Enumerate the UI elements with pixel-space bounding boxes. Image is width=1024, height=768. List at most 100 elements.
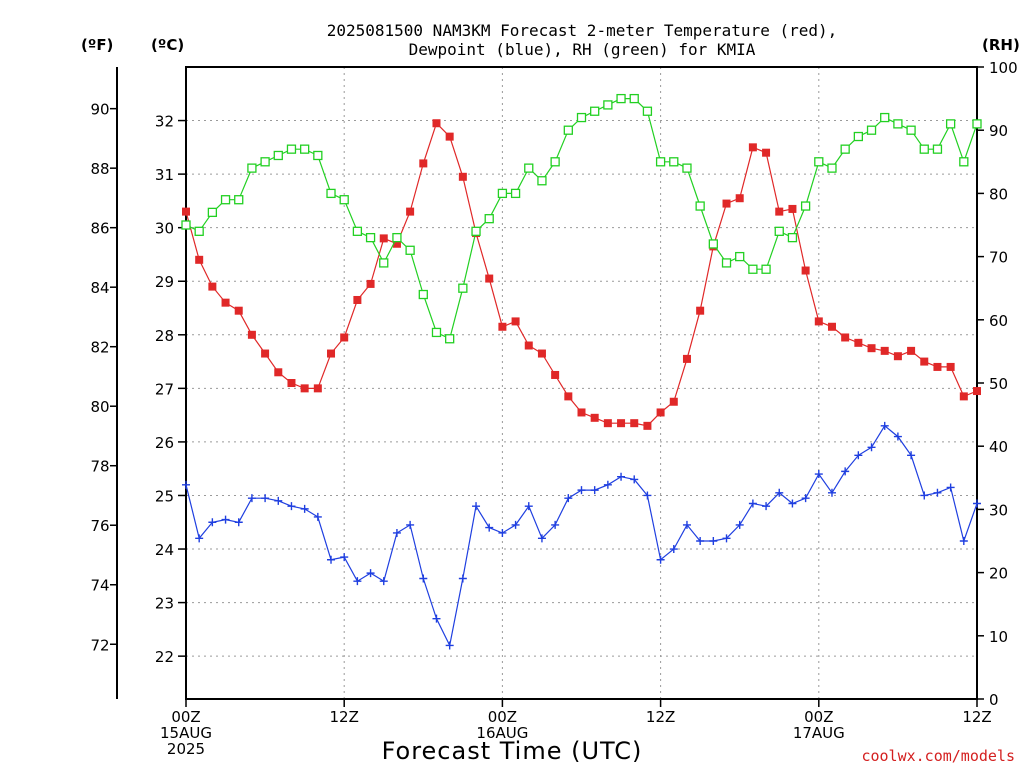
dewpoint-point (313, 512, 322, 521)
rh-point (880, 112, 890, 123)
rh-point (392, 232, 402, 243)
rh-point (945, 119, 956, 129)
temperature-point (590, 413, 599, 422)
temperature-point (656, 408, 665, 417)
rh-point (247, 163, 257, 173)
celsius-tick-label: 22 (155, 648, 174, 666)
temperature-point (353, 295, 362, 304)
dewpoint-point (432, 614, 441, 623)
celsius-unit-label: (ºC) (151, 36, 184, 54)
temperature-point (907, 346, 916, 355)
dewpoint-point (208, 518, 217, 527)
rh-point (603, 100, 613, 110)
temperature-point (880, 346, 889, 355)
dewpoint-point (419, 574, 428, 583)
rh-point (735, 251, 745, 262)
fahrenheit-tick-label: 88 (90, 160, 109, 178)
rh-point (708, 239, 718, 249)
temperature-point (841, 333, 850, 342)
temperature-point (327, 349, 336, 358)
rh-tick-label: 80 (989, 185, 1008, 203)
dewpoint-point (841, 467, 850, 476)
temperature-point (617, 419, 626, 428)
rh-point (207, 207, 218, 218)
rh-tick-label: 30 (989, 501, 1008, 519)
temperature-point (182, 207, 190, 216)
dewpoint-point (748, 499, 757, 508)
temperature-point (920, 357, 929, 366)
rh-point (326, 188, 336, 199)
rh-point (814, 157, 824, 167)
dewpoint-point (340, 553, 349, 562)
temperature-point (946, 362, 955, 371)
rh-point (418, 289, 428, 300)
dewpoint-point (656, 555, 665, 564)
celsius-tick-label: 29 (155, 273, 174, 291)
dewpoint-point (300, 504, 309, 513)
dewpoint-point (933, 488, 942, 497)
time-tick-label: 17AUG (793, 724, 845, 742)
dewpoint-point (221, 515, 230, 524)
dewpoint-point (353, 577, 362, 586)
dewpoint-point (682, 520, 691, 529)
dewpoint-point (261, 494, 270, 503)
temperature-point (735, 194, 744, 203)
dewpoint-point (406, 520, 415, 529)
rh-point (774, 226, 784, 236)
rh-tick-label: 20 (989, 565, 1008, 583)
celsius-tick-label: 24 (155, 541, 174, 559)
temperature-point (300, 384, 309, 393)
temperature-point (313, 384, 322, 393)
temperature-point (696, 306, 705, 315)
dewpoint-point (630, 475, 639, 484)
rh-unit-label: (RH) (982, 36, 1020, 54)
fahrenheit-tick-label: 84 (90, 279, 109, 297)
dewpoint-point (590, 486, 599, 495)
celsius-tick-label: 28 (155, 327, 174, 345)
time-tick-label: 00Z (171, 708, 200, 726)
time-tick-label: 12Z (962, 708, 991, 726)
dewpoint-point (880, 421, 889, 430)
rh-tick-label: 100 (989, 59, 1018, 77)
dewpoint-point (327, 555, 336, 564)
dewpoint-point (524, 502, 533, 511)
dewpoint-point (511, 520, 520, 529)
rh-point (484, 214, 494, 224)
temperature-point (854, 338, 863, 347)
dewpoint-point (195, 534, 204, 543)
dewpoint-point (234, 518, 243, 527)
temperature-point (406, 207, 415, 216)
dewpoint-point (247, 494, 256, 503)
celsius-tick-label: 25 (155, 487, 174, 505)
rh-point (379, 258, 389, 268)
rh-point (352, 226, 363, 236)
dewpoint-point (669, 545, 678, 554)
rh-point (642, 106, 653, 116)
time-tick-label: 16AUG (476, 724, 528, 742)
x-axis-title: Forecast Time (UTC) (382, 737, 643, 765)
dewpoint-point (973, 499, 981, 508)
plot-frame (185, 66, 978, 700)
temperature-point (564, 392, 573, 401)
rh-point (524, 163, 534, 173)
temperature-point (511, 317, 520, 326)
rh-point (787, 232, 798, 243)
time-tick-label: 12Z (330, 708, 359, 726)
rh-point (800, 201, 811, 211)
rh-tick-label: 10 (989, 628, 1008, 646)
dewpoint-point (946, 483, 955, 492)
dewpoint-point (788, 499, 797, 508)
dewpoint-point (577, 486, 586, 495)
temperature-point (498, 322, 507, 331)
rh-point (445, 334, 455, 344)
dewpoint-point (392, 528, 401, 537)
temperature-point (867, 344, 876, 353)
temperature-point (208, 282, 217, 291)
rh-point (932, 144, 943, 154)
rh-point (919, 144, 929, 154)
rh-point (748, 264, 758, 274)
dewpoint-point (867, 443, 876, 452)
dewpoint-point (959, 537, 968, 545)
dewpoint-point (458, 574, 467, 583)
